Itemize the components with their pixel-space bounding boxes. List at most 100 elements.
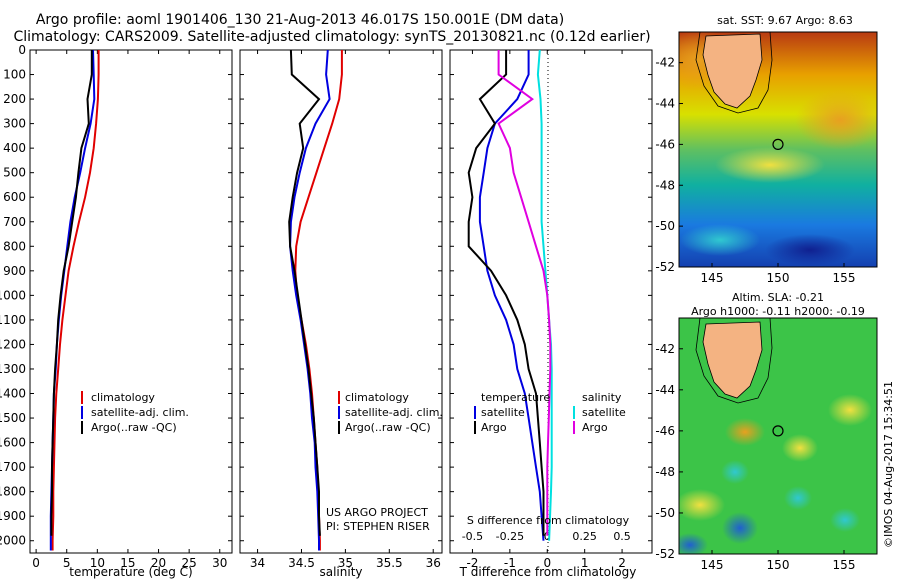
series-line-sal_sat — [536, 49, 553, 541]
depth-tick-label: 600 — [3, 190, 26, 204]
sal-diff-tick-label: 0.5 — [613, 530, 631, 543]
series-line-argo — [288, 49, 321, 536]
lat-tick-label: -52 — [655, 547, 675, 561]
temperature-axes-frame — [29, 49, 233, 554]
sst-map: sat. SST: 9.67 Argo: 8.63 145 150 155 -42 -4… — [655, 14, 878, 285]
legend-clim-label: climatology — [345, 391, 409, 404]
depth-tick-label: 500 — [3, 166, 26, 180]
figure-title-line2: Climatology: CARS2009. Satellite-adjuste… — [13, 29, 650, 45]
legend-sal-sat-label: satellite — [582, 406, 626, 419]
sla-low-patch — [721, 460, 749, 484]
depth-axis: 0 100 200 300 400 500 600 700 800 900 1000 1100 1200… — [0, 43, 26, 548]
legend-sat-label: satellite-adj. clim. — [345, 406, 443, 419]
legend-argo-label: Argo(..raw -QC) — [91, 421, 177, 434]
salinity-axes-frame — [239, 49, 443, 554]
sla-high-patch — [679, 489, 725, 521]
sst-warm-patch — [795, 90, 877, 150]
lat-tick-label: -46 — [655, 137, 675, 151]
argo-float-marker — [772, 138, 784, 150]
difference-x-axis: -2 -1 0 1 2 — [466, 50, 626, 570]
lat-tick-label: -42 — [655, 342, 675, 356]
argo-float-marker — [772, 425, 784, 437]
lon-tick-label: 150 — [767, 271, 790, 285]
x-tick-label: 0 — [32, 556, 40, 570]
lon-tick-label: 155 — [833, 271, 856, 285]
salinity-legend: climatology satellite-adj. clim. Argo(..… — [338, 391, 443, 434]
depth-tick-label: 100 — [3, 68, 26, 82]
depth-tick-label: 700 — [3, 215, 26, 229]
sla-low-patch — [679, 533, 708, 554]
lat-tick-label: -50 — [655, 219, 675, 233]
x-tick-label: 1 — [581, 556, 589, 570]
depth-tick-label: 1200 — [0, 337, 26, 351]
temperature-panel: 0100200300400500600700800900100011001200… — [0, 43, 233, 579]
legend-sal-head: salinity — [582, 391, 622, 404]
sal-diff-tick-label: -0.5 — [462, 530, 483, 543]
x-tick-label: 20 — [151, 556, 166, 570]
legend-temp-head: temperature — [481, 391, 550, 404]
x-tick-label: 25 — [182, 556, 197, 570]
difference-axes-frame — [449, 49, 653, 554]
difference-xlabel: T difference from climatology — [459, 565, 637, 579]
lat-tick-label: -42 — [655, 56, 675, 70]
lat-tick-label: -44 — [655, 97, 675, 111]
salinity-xlabel: salinity — [319, 565, 362, 579]
lat-tick-label: -48 — [655, 465, 675, 479]
salinity-series — [288, 49, 343, 551]
imos-footer: ©IMOS 04-Aug-2017 15:34:51 — [882, 381, 895, 548]
sla-low-patch — [784, 486, 812, 510]
temperature-series — [49, 49, 100, 551]
x-tick-label: 15 — [120, 556, 135, 570]
bathymetry-contour — [695, 318, 773, 404]
depth-tick-label: 800 — [3, 239, 26, 253]
tasmania-land — [702, 33, 763, 109]
x-tick-label: 34 — [250, 556, 265, 570]
legend-temp-sat-label: satellite — [481, 406, 525, 419]
depth-tick-label: 2000 — [0, 534, 26, 548]
x-tick-label: -2 — [466, 556, 478, 570]
series-line-argo — [467, 50, 545, 536]
sla-high-patch — [828, 394, 872, 426]
depth-tick-label: 900 — [3, 264, 26, 278]
series-line-clim — [51, 50, 100, 551]
depth-tick-label: 200 — [3, 92, 26, 106]
lat-tick-label: -44 — [655, 383, 675, 397]
sst-cold-patch — [765, 234, 855, 266]
series-line-argo — [50, 50, 93, 536]
series-line-sat — [289, 49, 331, 551]
depth-tick-label: 1100 — [0, 313, 26, 327]
depth-tick-label: 1500 — [0, 411, 26, 425]
temperature-xlabel: temperature (deg C) — [69, 565, 192, 579]
salinity-panel: 34 34.5 35 35.5 36 salinity climatology sate… — [239, 49, 443, 579]
sla-map-axes: 145 150 155 -42 -44 -46 -48 -50 -52 — [655, 342, 855, 572]
figure-title-line1: Argo profile: aoml 1901406_130 21-Aug-20… — [36, 12, 564, 28]
sal-diff-tick-label: 0.25 — [572, 530, 597, 543]
x-tick-label: 30 — [212, 556, 227, 570]
series-line-sal_argo — [497, 50, 552, 536]
sla-map-title2: Argo h1000: -0.11 h2000: -0.19 — [691, 305, 865, 318]
credit-line1: US ARGO PROJECT — [326, 506, 428, 519]
sla-low-patch — [830, 508, 860, 532]
depth-tick-label: 1300 — [0, 362, 26, 376]
depth-tick-label: 1900 — [0, 509, 26, 523]
difference-top-label: S difference from climatology — [467, 514, 630, 527]
depth-tick-label: 1000 — [0, 288, 26, 302]
x-tick-label: 5 — [63, 556, 71, 570]
sst-cold-patch — [680, 224, 760, 256]
x-tick-label: 36 — [426, 556, 441, 570]
lon-tick-label: 150 — [767, 558, 790, 572]
depth-tick-label: 0 — [18, 43, 26, 57]
salinity-x-axis: 34 34.5 35 35.5 36 — [250, 50, 441, 570]
depth-tick-label: 300 — [3, 117, 26, 131]
x-tick-label: 2 — [618, 556, 626, 570]
sst-front — [715, 147, 825, 183]
depth-tick-label: 1700 — [0, 460, 26, 474]
lon-tick-label: 155 — [833, 558, 856, 572]
x-tick-label: 10 — [90, 556, 105, 570]
sla-high-patch — [782, 434, 818, 462]
temperature-x-axis: 0 5 10 15 20 25 30 — [32, 50, 227, 570]
tasmania-land — [702, 321, 763, 399]
difference-legend: temperature satellite Argo salinity sate… — [474, 391, 626, 434]
lon-tick-label: 145 — [701, 558, 724, 572]
